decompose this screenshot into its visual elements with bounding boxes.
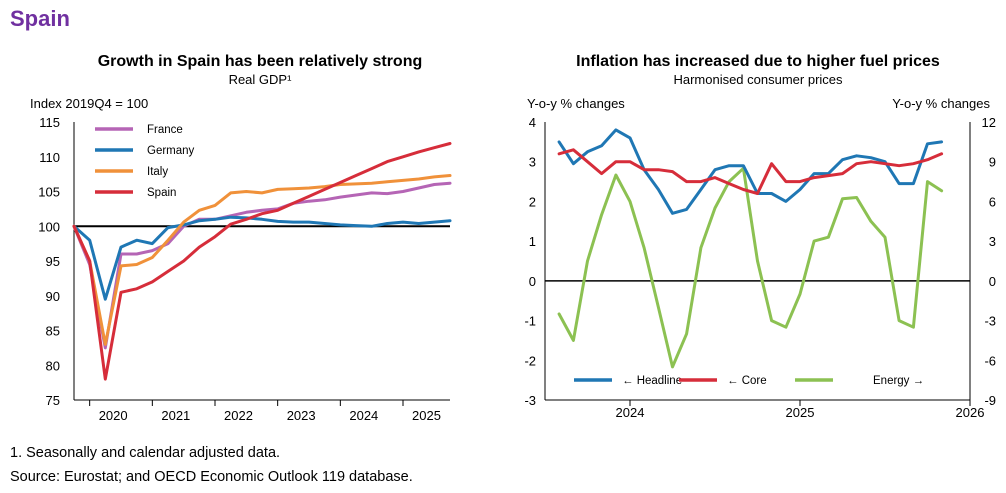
legend-label: Germany — [147, 145, 195, 157]
legend-label: Energy → — [873, 375, 924, 387]
y-tick-label-right: -9 — [984, 393, 996, 408]
y-tick-label: 95 — [46, 254, 60, 269]
y-tick-label-right: 6 — [989, 194, 996, 209]
y-tick-label-left: 4 — [529, 115, 536, 130]
y-tick-label-right: 0 — [989, 274, 996, 289]
y-tick-label-left: -2 — [524, 353, 536, 368]
x-tick-label: 2020 — [99, 408, 128, 423]
series-line-italy — [72, 174, 452, 346]
series-line-france — [72, 181, 452, 350]
y-tick-label: 90 — [46, 289, 60, 304]
series-line-spain — [72, 142, 452, 381]
y-tick-label-right: 3 — [989, 234, 996, 249]
y-tick-label: 75 — [46, 393, 60, 408]
chart-title: Inflation has increased due to higher fu… — [576, 53, 940, 70]
x-tick-label: 2023 — [287, 408, 316, 423]
legend-label: ← Core — [727, 375, 767, 387]
y-tick-label-left: 3 — [529, 155, 536, 170]
y-tick-label-right: 9 — [989, 155, 996, 170]
y-tick-label: 100 — [38, 219, 60, 234]
legend-label: France — [147, 124, 183, 136]
y-tick-label: 115 — [39, 115, 60, 130]
legend-label: Spain — [147, 187, 176, 199]
y-tick-label-right: -6 — [984, 353, 996, 368]
series-line-energy — [557, 166, 944, 369]
y-tick-label-right: 12 — [982, 115, 996, 130]
y-tick-label-left: 1 — [529, 234, 536, 249]
x-tick-label: 2025 — [412, 408, 441, 423]
country-title: Spain — [10, 6, 70, 31]
legend-label: ← Headline — [622, 375, 682, 387]
chart-title: Growth in Spain has been relatively stro… — [98, 53, 423, 70]
x-tick-label: 2021 — [161, 408, 190, 423]
y-axis-label-left: Y-o-y % changes — [527, 96, 625, 111]
x-tick-label: 2024 — [349, 408, 378, 423]
y-tick-label: 105 — [38, 185, 60, 200]
x-tick-label: 2024 — [616, 405, 645, 420]
x-tick-label: 2022 — [224, 408, 253, 423]
series-line-germany — [72, 215, 452, 301]
y-axis-label: Index 2019Q4 = 100 — [30, 96, 148, 111]
source-note: Source: Eurostat; and OECD Economic Outl… — [10, 469, 413, 485]
y-tick-label-left: 2 — [529, 194, 536, 209]
y-tick-label-right: -3 — [984, 314, 996, 329]
y-tick-label-left: -1 — [524, 314, 536, 329]
y-tick-label-left: -3 — [524, 393, 536, 408]
y-tick-label: 85 — [46, 324, 60, 339]
y-axis-label-right: Y-o-y % changes — [892, 96, 990, 111]
chart-subtitle: Harmonised consumer prices — [673, 72, 843, 87]
footnote: 1. Seasonally and calendar adjusted data… — [10, 445, 281, 461]
chart-subtitle: Real GDP¹ — [229, 72, 293, 87]
x-tick-label: 2025 — [786, 405, 815, 420]
series-line-core — [557, 148, 944, 195]
legend-label: Italy — [147, 166, 168, 178]
y-tick-label: 80 — [46, 358, 60, 373]
y-tick-label-left: 0 — [529, 274, 536, 289]
x-tick-label: 2026 — [956, 405, 985, 420]
series-line-headline — [557, 128, 944, 215]
y-tick-label: 110 — [39, 150, 60, 165]
